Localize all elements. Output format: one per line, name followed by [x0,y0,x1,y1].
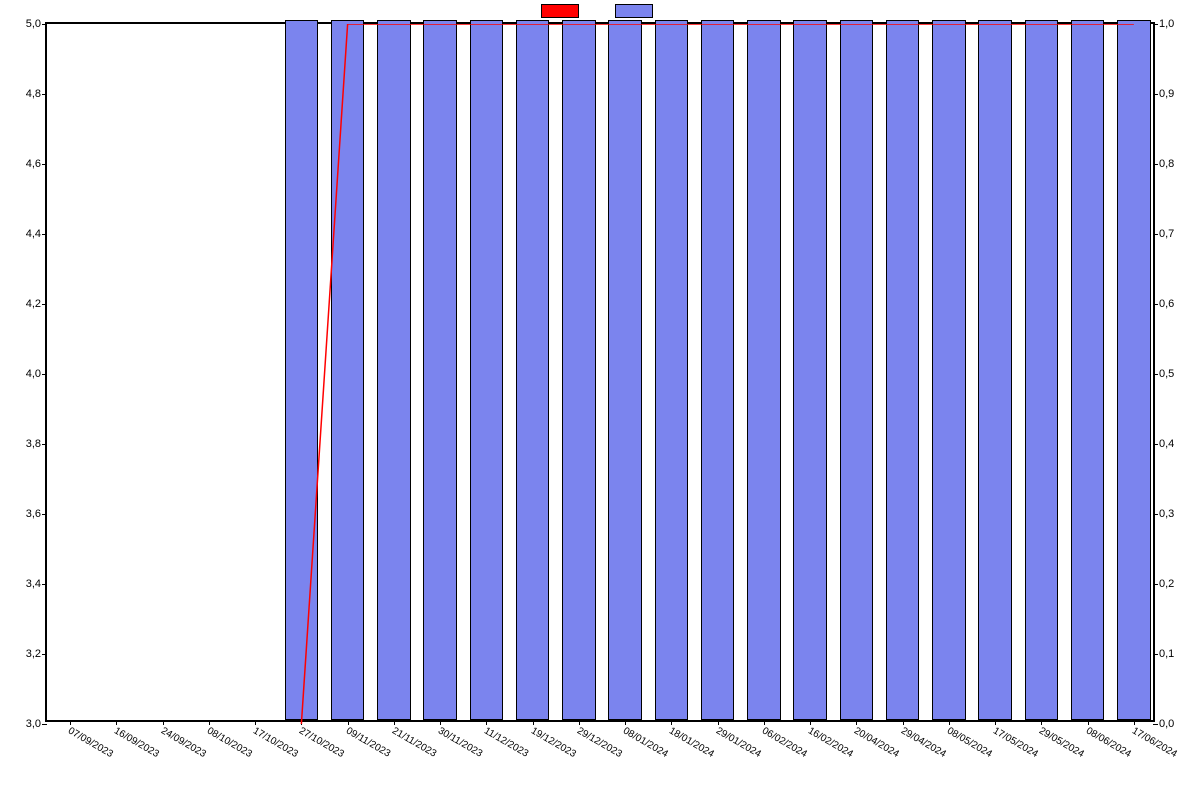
chart-bar [747,20,780,720]
legend-item-red [541,4,585,18]
x-tick-label: 17/05/2024 [991,722,1042,760]
y-left-tick-mark [42,304,47,305]
x-tick-label: 19/12/2023 [529,722,580,760]
chart-plot-area: 3,03,23,43,63,84,04,24,44,64,85,00,00,10… [45,22,1155,722]
chart-legend [541,4,659,18]
y-left-tick-mark [42,724,47,725]
y-left-tick-mark [42,654,47,655]
y-right-tick-mark [1153,304,1158,305]
y-left-tick-mark [42,374,47,375]
x-tick-mark [348,720,349,725]
chart-bar [1117,20,1150,720]
y-right-tick-mark [1153,234,1158,235]
x-tick-mark [903,720,904,725]
y-right-tick-mark [1153,374,1158,375]
chart-bar [331,20,364,720]
x-tick-label: 11/12/2023 [482,722,532,760]
x-tick-label: 29/05/2024 [1037,722,1088,760]
y-left-tick-mark [42,164,47,165]
x-tick-label: 09/11/2023 [344,722,394,760]
x-tick-label: 21/11/2023 [390,722,440,760]
chart-bar [562,20,595,720]
x-tick-label: 27/10/2023 [297,722,348,760]
x-tick-label: 29/12/2023 [575,722,626,760]
chart-bar [1071,20,1104,720]
y-right-tick-mark [1153,164,1158,165]
y-right-tick-mark [1153,514,1158,515]
legend-swatch-blue [615,4,653,18]
x-tick-mark [163,720,164,725]
x-tick-label: 29/04/2024 [899,722,950,760]
x-tick-label: 08/01/2024 [621,722,672,760]
x-tick-label: 08/05/2024 [945,722,996,760]
x-tick-label: 24/09/2023 [159,722,210,760]
y-right-tick-mark [1153,724,1158,725]
x-tick-label: 18/01/2024 [667,722,718,760]
x-tick-label: 20/04/2024 [852,722,903,760]
y-right-tick-mark [1153,584,1158,585]
y-left-tick-mark [42,584,47,585]
chart-bar [377,20,410,720]
y-right-tick-mark [1153,94,1158,95]
x-tick-mark [1088,720,1089,725]
x-tick-label: 06/02/2024 [760,722,811,760]
legend-swatch-red [541,4,579,18]
y-right-tick-mark [1153,654,1158,655]
x-tick-mark [533,720,534,725]
x-tick-label: 29/01/2024 [714,722,765,760]
x-tick-label: 16/09/2023 [112,722,163,760]
y-right-tick-mark [1153,444,1158,445]
chart-bar [1025,20,1058,720]
x-tick-label: 08/10/2023 [205,722,256,760]
chart-bar [932,20,965,720]
y-left-tick-mark [42,234,47,235]
chart-bar [840,20,873,720]
chart-bar [793,20,826,720]
legend-item-blue [615,4,659,18]
chart-bar [655,20,688,720]
chart-bar [470,20,503,720]
x-tick-label: 07/09/2023 [66,722,117,760]
y-left-tick-mark [42,514,47,515]
y-right-tick-mark [1153,24,1158,25]
x-tick-label: 30/11/2023 [436,722,486,760]
y-left-tick-mark [42,444,47,445]
y-left-tick-mark [42,24,47,25]
chart-bar [978,20,1011,720]
x-tick-label: 16/02/2024 [806,722,857,760]
y-left-tick-mark [42,94,47,95]
chart-bar [886,20,919,720]
chart-bar [701,20,734,720]
x-tick-label: 08/06/2024 [1084,722,1135,760]
chart-bar [285,20,318,720]
chart-bar [516,20,549,720]
chart-bar [423,20,456,720]
x-tick-label: 17/10/2023 [251,722,302,760]
chart-bar [608,20,641,720]
x-tick-mark [718,720,719,725]
